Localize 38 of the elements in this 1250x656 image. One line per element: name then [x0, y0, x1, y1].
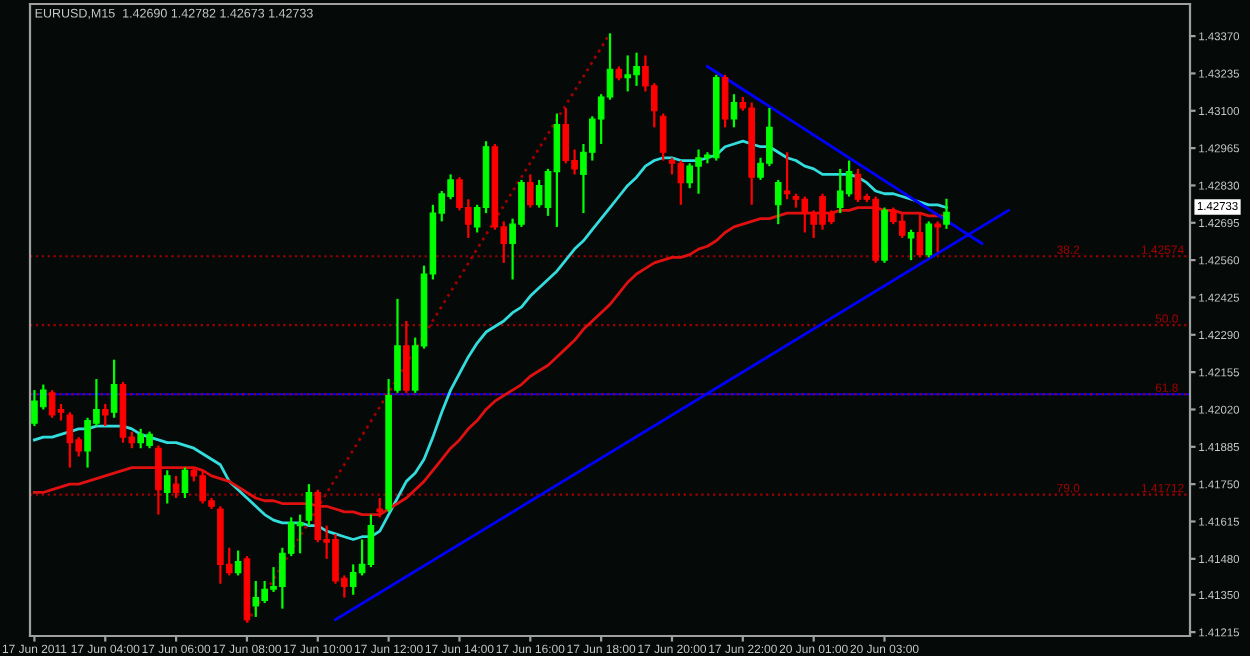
candlestick — [314, 488, 322, 544]
candlestick — [774, 178, 782, 226]
candlestick — [403, 319, 410, 394]
candlestick — [172, 474, 180, 500]
candlestick — [48, 389, 56, 419]
candlestick — [234, 549, 242, 577]
candlestick — [898, 211, 906, 240]
candlestick — [943, 197, 950, 230]
candlestick — [854, 167, 862, 204]
candlestick — [367, 513, 375, 569]
candlestick — [163, 469, 171, 505]
candlestick — [907, 228, 915, 262]
candlestick — [659, 112, 667, 162]
candlestick — [101, 402, 109, 428]
candlestick — [801, 195, 809, 234]
candlestick — [677, 159, 685, 206]
candlestick — [110, 358, 118, 419]
candlestick — [181, 466, 189, 500]
candlestick — [349, 563, 357, 596]
candlestick — [553, 112, 561, 229]
candlestick — [535, 178, 543, 209]
candlestick — [394, 297, 401, 394]
candlestick — [836, 167, 844, 215]
candlestick — [721, 73, 729, 129]
candlestick — [155, 444, 162, 516]
candlestick — [783, 151, 791, 201]
candlestick — [624, 54, 632, 93]
candlestick — [562, 106, 570, 165]
candlestick — [376, 496, 384, 519]
candlestick — [305, 483, 313, 527]
candlestick — [296, 513, 304, 555]
candlestick — [934, 220, 941, 253]
candlestick — [527, 173, 534, 209]
candlestick — [730, 93, 738, 129]
candlestick — [252, 579, 260, 619]
candlestick — [925, 220, 933, 259]
candlestick — [66, 411, 74, 469]
candlestick — [916, 211, 924, 259]
